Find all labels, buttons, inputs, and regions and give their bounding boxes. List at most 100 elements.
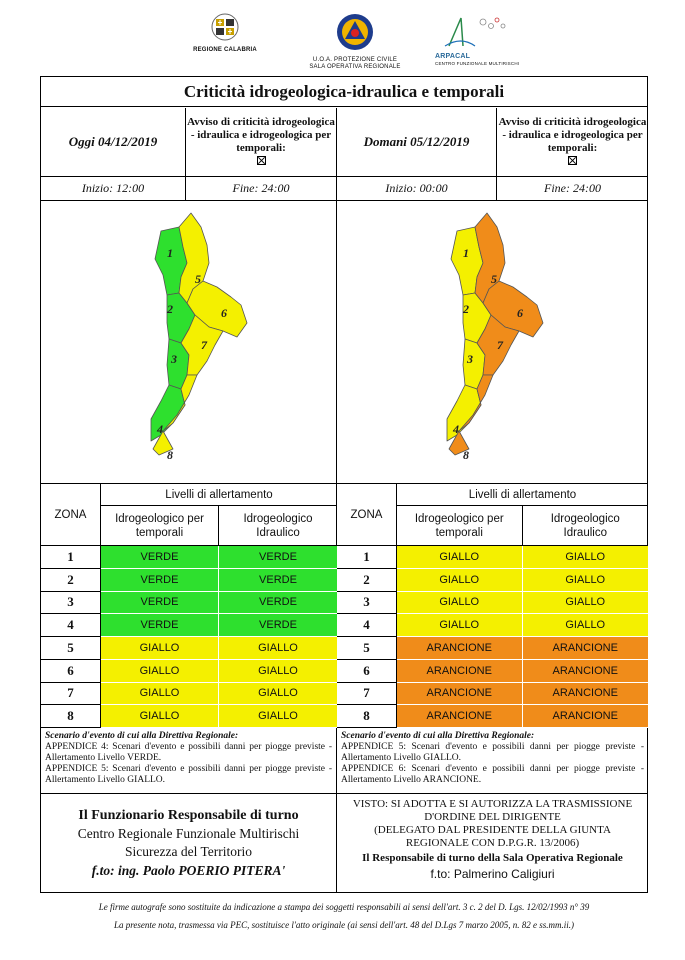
zone-8-temporali-level: ARANCIONE (397, 705, 523, 728)
zone-number-6: 6 (41, 659, 101, 683)
zone-2-temporali-level: GIALLO (397, 568, 523, 592)
zone-number-1: 1 (337, 546, 397, 569)
sign-left-sector: Sicurezza del Territorio (125, 844, 252, 859)
zone-1-idraulico-level: VERDE (219, 546, 337, 569)
map-zone-label-8: 8 (463, 448, 469, 462)
footnote-pec: La presente nota, trasmessa via PEC, sos… (113, 920, 574, 930)
zone-7-temporali-level: GIALLO (101, 682, 219, 706)
map-zone-label-7: 7 (201, 338, 208, 352)
col-idraulico-header: Idrogeologico Idraulico (522, 506, 648, 546)
zone-1-idraulico-level: GIALLO (522, 546, 648, 569)
zone-4-idraulico-level: GIALLO (522, 614, 648, 637)
sign-right-line4: REGIONALE CON D.P.G.R. 13/2006) (405, 837, 580, 849)
map-zone-8 (152, 374, 198, 456)
map-zone-label-1: 1 (463, 246, 469, 260)
zone-number-8: 8 (337, 705, 397, 728)
map-zone-label-5: 5 (195, 272, 201, 286)
zone-2-temporali-level: VERDE (101, 568, 219, 592)
zone-number-3: 3 (337, 591, 397, 615)
tomorrow-avviso-text: Avviso di criticità idrogeologica - idra… (498, 116, 647, 154)
zone-number-5: 5 (41, 637, 101, 660)
tomorrow-avviso: Avviso di criticità idrogeologica - idra… (497, 108, 648, 177)
today-end-time: Fine: 24:00 (186, 177, 337, 201)
arpacal-subcaption: CENTRO FUNZIONALE MULTIRISCHI (435, 61, 520, 66)
livelli-header: Livelli di allertamento (397, 484, 648, 506)
zone-number-7: 7 (337, 682, 397, 706)
arpacal-logo: ARPACAL CENTRO FUNZIONALE MULTIRISCHI (425, 12, 525, 67)
zone-6-idraulico-level: GIALLO (219, 659, 337, 683)
zone-number-5: 5 (337, 637, 397, 660)
today-map-panel: 1 2 3 4 5 6 7 8 (41, 201, 337, 484)
tomorrow-scenario-line1: APPENDICE 5: Scenari d'evento e possibil… (341, 742, 644, 763)
zone-3-idraulico-level: GIALLO (522, 591, 648, 615)
zone-6-temporali-level: ARANCIONE (397, 659, 523, 683)
zone-4-temporali-level: GIALLO (397, 614, 523, 637)
zone-4-temporali-level: VERDE (101, 614, 219, 637)
sign-right-line2: D'ORDINE DEL DIRIGENTE (424, 811, 561, 823)
col-temporali-header: Idrogeologico per temporali (397, 506, 523, 546)
today-avviso-text: Avviso di criticità idrogeologica - idra… (187, 116, 335, 154)
zone-3-temporali-level: GIALLO (397, 591, 523, 615)
zone-5-temporali-level: GIALLO (101, 637, 219, 660)
livelli-header: Livelli di allertamento (101, 484, 337, 506)
protezione-civile-emblem-icon (337, 14, 373, 50)
zone-2-idraulico-level: VERDE (219, 568, 337, 592)
map-zone-label-8: 8 (167, 448, 173, 462)
today-scenario-line1: APPENDICE 4: Scenari d'evento e possibil… (45, 742, 332, 763)
map-zone-label-7: 7 (497, 338, 504, 352)
today-scenario: Scenario d'evento di cui alla Direttiva … (41, 728, 337, 794)
today-avviso-checkbox (256, 156, 266, 165)
today-scenario-line2: APPENDICE 5: Scenari d'evento e possibil… (45, 764, 332, 785)
zone-1-temporali-level: GIALLO (397, 546, 523, 569)
signature-left: Il Funzionario Responsabile di turno Cen… (41, 794, 337, 893)
map-zones-group: 1 2 3 4 5 6 7 8 (446, 212, 544, 462)
footnote-signatures: Le firme autografe sono sostituite da in… (98, 902, 590, 912)
zone-3-temporali-level: VERDE (101, 591, 219, 615)
zone-number-8: 8 (41, 705, 101, 728)
zone-number-4: 4 (337, 614, 397, 637)
tomorrow-scenario: Scenario d'evento di cui alla Direttiva … (337, 728, 648, 794)
map-zone-label-3: 3 (170, 352, 177, 366)
map-zone-label-3: 3 (466, 352, 473, 366)
zone-number-2: 2 (337, 568, 397, 592)
bulletin-title: Criticità idrogeologica-idraulica e temp… (41, 77, 647, 107)
zone-number-7: 7 (41, 682, 101, 706)
arpacal-caption: ARPACAL (435, 53, 471, 60)
map-zones-group: 1 2 3 4 5 6 7 8 (150, 212, 248, 462)
tomorrow-end-time: Fine: 24:00 (497, 177, 648, 201)
zone-number-6: 6 (337, 659, 397, 683)
map-zone-label-4: 4 (452, 422, 459, 436)
zone-3-idraulico-level: VERDE (219, 591, 337, 615)
tomorrow-date-label: Domani 05/12/2019 (337, 108, 497, 177)
map-zone-6 (186, 280, 248, 338)
protezione-civile-logo: U.O.A. PROTEZIONE CIVILE SALA OPERATIVA … (295, 12, 415, 71)
zona-header: ZONA (337, 484, 397, 546)
zone-number-2: 2 (41, 568, 101, 592)
zone-6-idraulico-level: ARANCIONE (522, 659, 648, 683)
sign-right-name: f.to: Palmerino Caligiuri (430, 867, 555, 881)
tomorrow-start-time: Inizio: 00:00 (337, 177, 497, 201)
tomorrow-map-panel: 1 2 3 4 5 6 7 8 (337, 201, 648, 484)
bulletin-frame: Criticità idrogeologica-idraulica e temp… (40, 76, 648, 893)
protezione-civile-caption-2: SALA OPERATIVA REGIONALE (309, 64, 401, 70)
sign-right-line3: (DELEGATO DAL PRESIDENTE DELLA GIUNTA (374, 824, 611, 836)
map-zone-label-6: 6 (517, 306, 523, 320)
zone-7-idraulico-level: ARANCIONE (522, 682, 648, 706)
tomorrow-scenario-line2: APPENDICE 6: Scenari d'evento e possibil… (341, 764, 644, 785)
tomorrow-levels-table: ZONA Livelli di allertamento Idrogeologico… (337, 484, 648, 728)
zone-1-temporali-level: VERDE (101, 546, 219, 569)
signature-right: VISTO: SI ADOTTA E SI AUTORIZZA LA TRASM… (337, 794, 648, 893)
tomorrow-calabria-map: 1 2 3 4 5 6 7 8 (446, 212, 544, 462)
map-zone-label-2: 2 (166, 302, 173, 316)
sign-right-role: Il Responsabile di turno della Sala Oper… (362, 852, 623, 864)
zona-header: ZONA (41, 484, 101, 546)
calabria-emblem-icon (211, 13, 239, 41)
today-avviso: Avviso di criticità idrogeologica - idra… (186, 108, 337, 177)
today-levels-table: ZONA Livelli di allertamento Idrogeologico… (41, 484, 337, 728)
map-zone-label-1: 1 (167, 246, 173, 260)
sign-left-name: f.to: ing. Paolo POERIO PITERA' (91, 863, 286, 878)
zone-6-temporali-level: GIALLO (101, 659, 219, 683)
sign-left-role: Il Funzionario Responsabile di turno (78, 808, 299, 823)
zone-number-3: 3 (41, 591, 101, 615)
today-scenario-title: Scenario d'evento di cui alla Direttiva … (45, 731, 239, 741)
